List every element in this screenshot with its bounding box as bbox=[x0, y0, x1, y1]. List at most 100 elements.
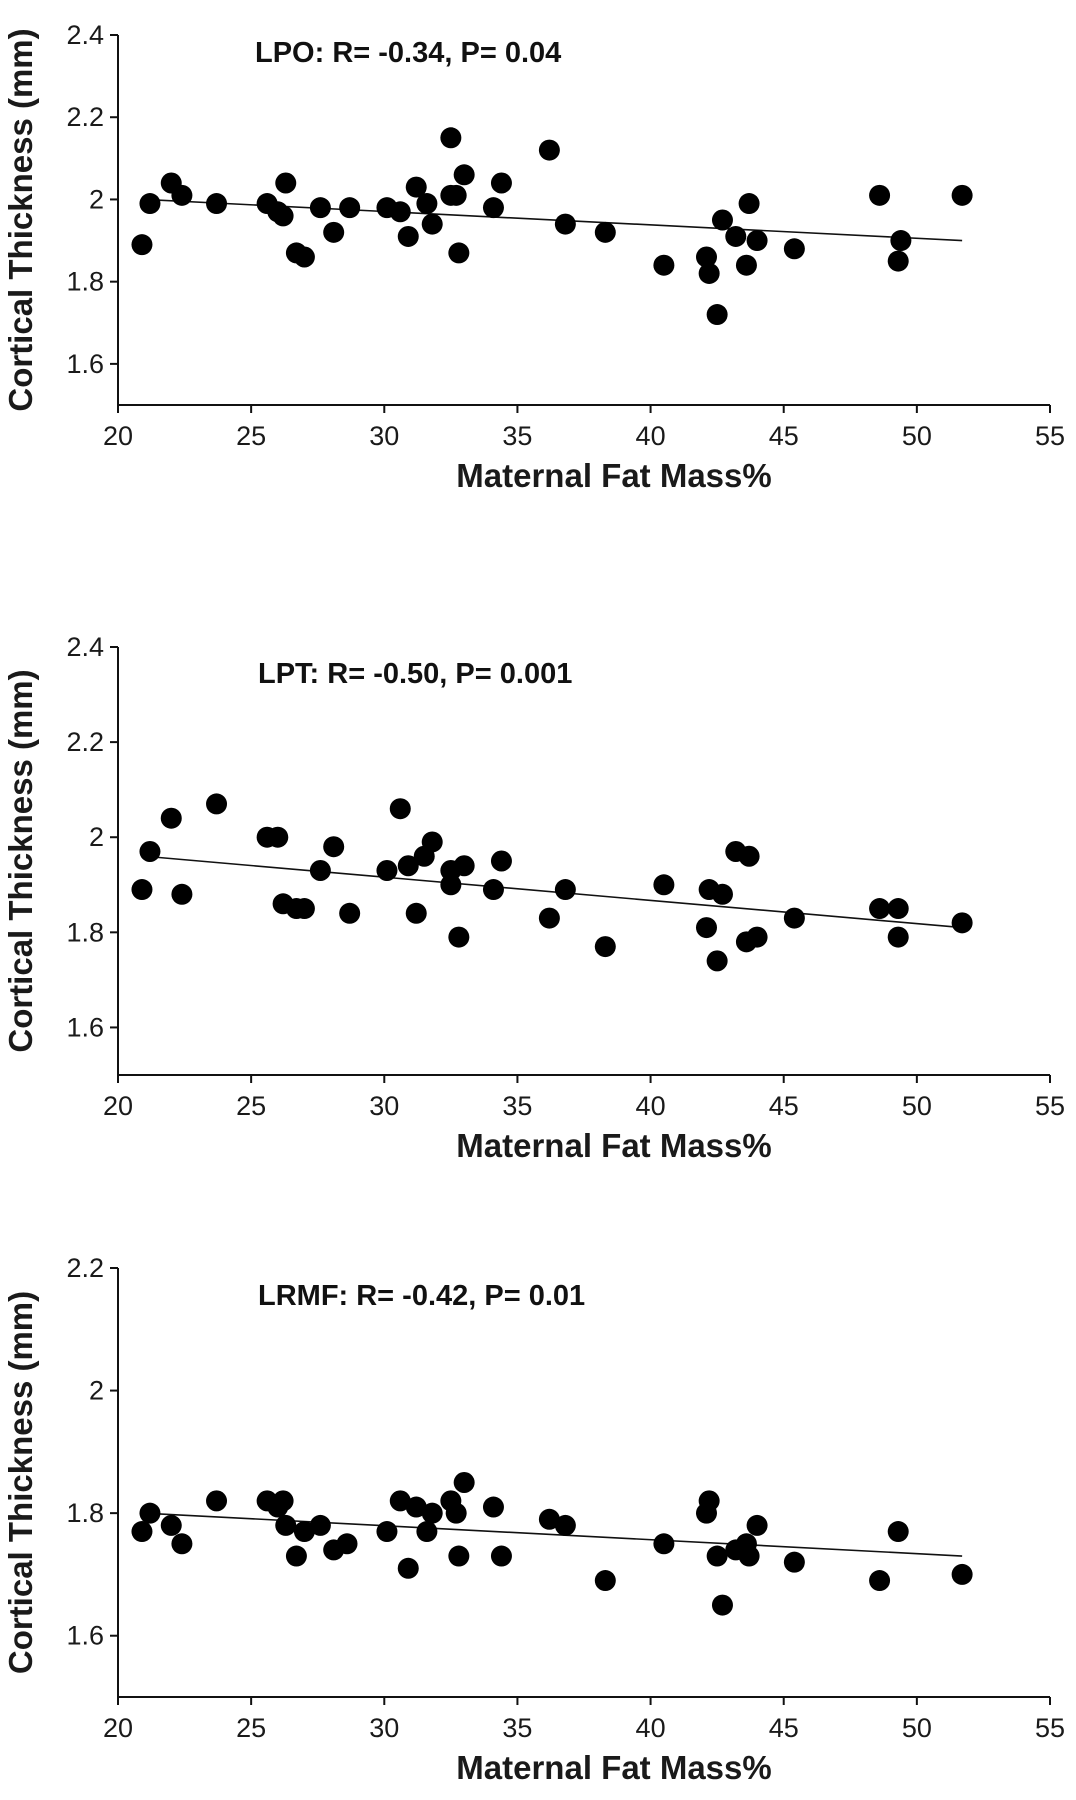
y-tick-label: 2.2 bbox=[66, 727, 104, 757]
x-axis-title: Maternal Fat Mass% bbox=[456, 1749, 771, 1786]
stats-annotation: LRMF: R= -0.42, P= 0.01 bbox=[258, 1280, 585, 1312]
data-point bbox=[594, 936, 616, 958]
data-point bbox=[783, 1551, 805, 1573]
y-tick-label: 1.6 bbox=[66, 349, 104, 379]
y-tick-label: 1.8 bbox=[66, 267, 104, 297]
data-point bbox=[206, 193, 228, 215]
data-point bbox=[869, 898, 891, 920]
data-point bbox=[275, 172, 297, 194]
data-point bbox=[272, 205, 294, 227]
data-point bbox=[275, 1514, 297, 1536]
x-tick-label: 55 bbox=[1035, 1091, 1065, 1121]
data-point bbox=[869, 1570, 891, 1592]
data-point bbox=[416, 193, 438, 215]
x-tick-label: 25 bbox=[236, 421, 266, 451]
data-point bbox=[448, 1545, 470, 1567]
data-point bbox=[538, 139, 560, 161]
data-point bbox=[206, 1490, 228, 1512]
data-point bbox=[397, 1557, 419, 1579]
x-tick-label: 25 bbox=[236, 1091, 266, 1121]
data-point bbox=[448, 242, 470, 264]
data-point bbox=[376, 1521, 398, 1543]
data-point bbox=[397, 225, 419, 247]
data-point bbox=[653, 254, 675, 276]
data-point bbox=[139, 840, 161, 862]
x-tick-label: 40 bbox=[636, 421, 666, 451]
data-point bbox=[416, 1521, 438, 1543]
x-axis-title: Maternal Fat Mass% bbox=[456, 457, 771, 494]
y-tick-label: 2.4 bbox=[66, 20, 104, 50]
x-tick-label: 50 bbox=[902, 1713, 932, 1743]
stats-annotation: LPO: R= -0.34, P= 0.04 bbox=[255, 37, 561, 69]
x-tick-label: 20 bbox=[103, 1713, 133, 1743]
x-tick-label: 55 bbox=[1035, 421, 1065, 451]
data-point bbox=[453, 164, 475, 186]
data-point bbox=[206, 793, 228, 815]
data-point bbox=[131, 879, 153, 901]
data-point bbox=[285, 1545, 307, 1567]
data-point bbox=[309, 1514, 331, 1536]
y-tick-label: 2 bbox=[89, 184, 104, 214]
chart-panel-2: 20 25 30 35 40 45 50 55 1.6 1.8 2 2.2 2.4 Maternal Fa… bbox=[2, 632, 1065, 1164]
data-point bbox=[272, 1490, 294, 1512]
data-point bbox=[887, 926, 909, 948]
data-point bbox=[323, 836, 345, 858]
data-point bbox=[653, 1533, 675, 1555]
data-point bbox=[951, 912, 973, 934]
data-point bbox=[490, 1545, 512, 1567]
x-tick-label: 20 bbox=[103, 1091, 133, 1121]
data-point bbox=[171, 1533, 193, 1555]
data-point bbox=[160, 807, 182, 829]
data-point bbox=[453, 1472, 475, 1493]
data-point bbox=[711, 1594, 733, 1616]
data-point bbox=[139, 1502, 161, 1524]
data-point bbox=[869, 184, 891, 206]
data-point bbox=[482, 197, 504, 219]
chart-panel-3: 20 25 30 35 40 45 50 55 1.6 1.8 2 2.2 Maternal Fat M… bbox=[2, 1253, 1065, 1786]
y-axis-title: Cortical Thickness (mm) bbox=[2, 28, 39, 411]
data-point bbox=[397, 855, 419, 877]
data-point bbox=[440, 127, 462, 149]
data-point bbox=[405, 1496, 427, 1518]
y-axis-title: Cortical Thickness (mm) bbox=[2, 669, 39, 1052]
data-point bbox=[711, 883, 733, 905]
data-point bbox=[490, 172, 512, 194]
data-point bbox=[171, 883, 193, 905]
data-point bbox=[482, 1496, 504, 1518]
x-tick-label: 50 bbox=[902, 1091, 932, 1121]
data-point bbox=[706, 950, 728, 972]
y-tick-label: 2.4 bbox=[66, 632, 104, 662]
x-tick-label: 50 bbox=[902, 421, 932, 451]
data-point bbox=[339, 902, 361, 924]
data-point bbox=[376, 860, 398, 882]
data-point bbox=[738, 1545, 760, 1567]
data-point bbox=[293, 1521, 315, 1543]
data-point bbox=[554, 213, 576, 235]
data-point bbox=[309, 860, 331, 882]
data-point bbox=[698, 1490, 720, 1512]
x-tick-label: 45 bbox=[769, 1713, 799, 1743]
data-point bbox=[139, 193, 161, 215]
y-tick-label: 1.6 bbox=[66, 1012, 104, 1042]
data-point bbox=[293, 898, 315, 920]
data-point bbox=[695, 917, 717, 939]
stats-annotation: LPT: R= -0.50, P= 0.001 bbox=[258, 658, 572, 690]
data-point bbox=[389, 201, 411, 223]
data-point bbox=[421, 213, 443, 235]
data-point bbox=[554, 879, 576, 901]
data-point bbox=[445, 184, 467, 206]
data-point bbox=[594, 1570, 616, 1592]
x-tick-label: 30 bbox=[369, 1091, 399, 1121]
data-point bbox=[653, 874, 675, 896]
chart-panel-1: 20 25 30 35 40 45 50 55 1.6 1.8 2 2.2 2.4 Maternal Fa… bbox=[2, 20, 1065, 494]
x-tick-label: 20 bbox=[103, 421, 133, 451]
data-point bbox=[538, 907, 560, 929]
data-point bbox=[887, 250, 909, 272]
y-tick-label: 2.2 bbox=[66, 1253, 104, 1283]
y-tick-label: 2 bbox=[89, 822, 104, 852]
y-tick-label: 2.2 bbox=[66, 102, 104, 132]
data-point bbox=[951, 1563, 973, 1585]
x-tick-label: 40 bbox=[636, 1713, 666, 1743]
data-point bbox=[445, 1502, 467, 1524]
